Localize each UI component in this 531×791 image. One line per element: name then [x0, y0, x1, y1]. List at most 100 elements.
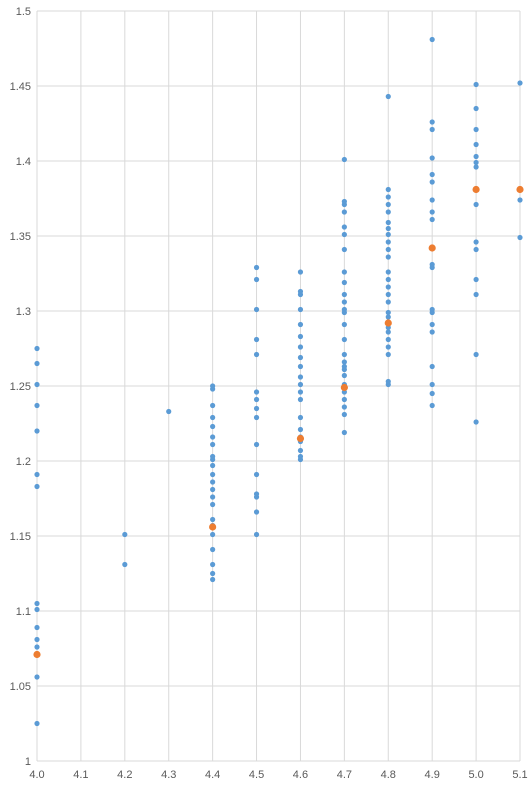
observed-point [385, 219, 391, 226]
observed-point [473, 276, 479, 283]
observed-point [385, 194, 391, 200]
observed-point [473, 239, 479, 245]
observed-point [341, 306, 347, 313]
observed-point [517, 234, 523, 241]
y-tick-label: 1.1 [16, 606, 31, 618]
observed-point [297, 414, 304, 421]
observed-point [34, 624, 40, 631]
observed-point [473, 126, 479, 133]
observed-point [341, 363, 347, 370]
x-tick-label: 4.6 [293, 769, 308, 781]
observed-point [210, 462, 216, 469]
observed-point [253, 351, 260, 358]
observed-point [210, 402, 216, 409]
y-tick-label: 1.5 [16, 6, 31, 18]
observed-point [253, 405, 260, 412]
x-tick-label: 4.3 [161, 769, 176, 781]
x-tick-label: 4.8 [381, 769, 396, 781]
observed-point [341, 404, 347, 410]
observed-point [473, 159, 479, 166]
observed-point [341, 372, 347, 379]
observed-point [297, 396, 304, 403]
observed-point [210, 576, 216, 583]
observed-point [341, 279, 347, 286]
observed-point [385, 299, 391, 305]
observed-point [210, 570, 216, 577]
observed-point [341, 246, 347, 253]
observed-point [34, 483, 40, 490]
mean-point [340, 383, 348, 392]
observed-point [429, 363, 435, 370]
y-tick-label: 1.2 [16, 456, 31, 468]
observed-point [297, 333, 304, 340]
observed-point [253, 396, 260, 403]
observed-point [253, 491, 260, 497]
observed-point [341, 299, 347, 305]
observed-point [34, 471, 40, 478]
observed-point [253, 509, 260, 515]
observed-point [253, 264, 260, 271]
observed-point [429, 381, 435, 388]
observed-point [34, 402, 40, 409]
observed-point [429, 179, 435, 185]
observed-point [385, 201, 391, 208]
observed-point [429, 197, 435, 203]
observed-point [429, 36, 435, 43]
observed-point [253, 531, 260, 538]
observed-point [34, 644, 40, 650]
observed-point [473, 246, 479, 253]
observed-point [34, 636, 40, 643]
x-tick-label: 5.0 [468, 769, 483, 781]
y-axis-tick-labels: 1 1.05 1.1 1.15 1.2 1.25 1.3 1.35 1.4 1.45 1.5 [10, 6, 31, 768]
observed-point [473, 153, 479, 160]
observed-point [341, 198, 347, 205]
observed-point [34, 720, 40, 727]
x-tick-label: 4.7 [337, 769, 352, 781]
observed-point [429, 329, 435, 335]
observed-point [385, 93, 391, 100]
observed-point [210, 414, 216, 421]
observed-point [122, 561, 128, 568]
observed-point [517, 80, 523, 86]
observed-point [385, 254, 391, 260]
x-tick-label: 4.2 [117, 769, 132, 781]
observed-point [210, 471, 216, 478]
observed-point [385, 231, 391, 238]
observed-point [210, 486, 216, 493]
observed-point [385, 269, 391, 275]
y-tick-label: 1.45 [10, 81, 31, 93]
observed-point [385, 351, 391, 358]
observed-point [429, 216, 435, 223]
observed-point [297, 447, 304, 454]
observed-point [253, 306, 260, 313]
observed-point [210, 453, 216, 460]
x-tick-label: 4.5 [249, 769, 264, 781]
y-tick-label: 1 [25, 756, 31, 768]
observed-point [385, 309, 391, 316]
mean-point [384, 319, 392, 327]
y-tick-label: 1.3 [16, 306, 31, 318]
y-tick-label: 1.25 [10, 381, 31, 393]
observed-point [34, 360, 40, 367]
mean-point [516, 185, 524, 194]
observed-point [341, 351, 347, 358]
observed-point [297, 426, 304, 433]
observed-point [210, 561, 216, 568]
observed-point [429, 155, 435, 161]
observed-point [166, 408, 172, 415]
observed-point [429, 390, 435, 397]
observed-point [210, 479, 216, 485]
observed-point [429, 119, 435, 125]
observed-point [385, 336, 391, 343]
observed-point [341, 209, 347, 215]
x-tick-label: 4.1 [73, 769, 88, 781]
observed-point [341, 359, 347, 365]
observed-point [210, 494, 216, 500]
observed-point [385, 291, 391, 298]
observed-series [34, 36, 523, 727]
observed-point [253, 336, 260, 343]
observed-point [341, 429, 347, 436]
y-tick-label: 1.35 [10, 231, 31, 243]
observed-point [473, 291, 479, 298]
observed-point [473, 141, 479, 148]
